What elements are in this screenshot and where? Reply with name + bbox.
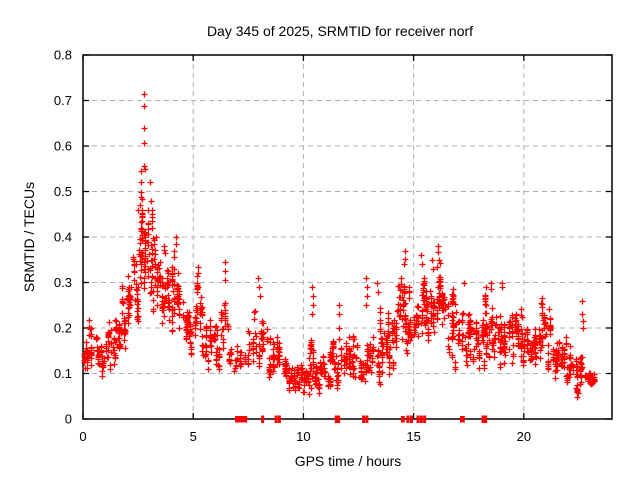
baseline-tick-marker [277, 415, 281, 423]
y-tick-label: 0.5 [54, 184, 72, 199]
y-tick-label: 0.6 [54, 139, 72, 154]
baseline-tick-marker [261, 415, 265, 423]
y-axis-label: SRMTID / TECUs [21, 182, 37, 292]
x-tick-label: 15 [406, 429, 420, 444]
baseline-tick-marker [484, 415, 488, 423]
baseline-tick-marker [416, 415, 420, 423]
y-tick-label: 0.7 [54, 93, 72, 108]
y-tick-label: 0.2 [54, 321, 72, 336]
x-tick-label: 0 [79, 429, 86, 444]
y-tick-label: 0.4 [54, 230, 72, 245]
baseline-tick-marker [337, 415, 341, 423]
x-tick-label: 20 [517, 429, 531, 444]
x-tick-label: 5 [190, 429, 197, 444]
baseline-block-marker [459, 416, 465, 423]
baseline-tick-marker [334, 415, 338, 423]
axis-ticks [82, 54, 612, 420]
baseline-tick-marker [419, 415, 423, 423]
y-tick-label: 0.3 [54, 275, 72, 290]
baseline-tick-marker [423, 415, 427, 423]
tick-labels: 0 5 10 15 20 0 0.1 0.2 0.3 0.4 0.5 0.6 0.7 0.8 [54, 48, 531, 445]
data-points-scatter [81, 91, 598, 401]
grid-lines [83, 55, 612, 419]
baseline-tick-marker [274, 415, 278, 423]
baseline-outage-markers [235, 415, 488, 423]
baseline-tick-marker [481, 415, 485, 423]
baseline-tick-marker [406, 415, 410, 423]
y-tick-label: 0.8 [54, 48, 72, 63]
chart-title: Day 345 of 2025, SRMTID for receiver nor… [207, 23, 473, 39]
y-tick-label: 0 [65, 412, 72, 427]
baseline-tick-marker [365, 415, 369, 423]
baseline-tick-marker [409, 415, 413, 423]
x-tick-label: 10 [296, 429, 310, 444]
baseline-tick-marker [362, 415, 366, 423]
baseline-block-marker [235, 416, 248, 423]
x-axis-label: GPS time / hours [295, 453, 402, 469]
baseline-block-marker [400, 416, 405, 423]
y-tick-label: 0.1 [54, 366, 72, 381]
